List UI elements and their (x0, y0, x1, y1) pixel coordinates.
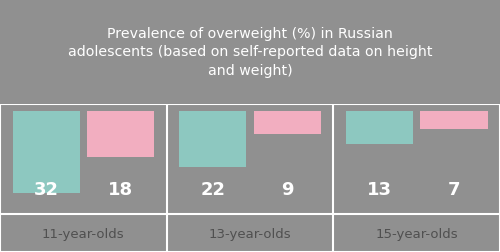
Bar (420, 111, 488, 129)
Text: 13-year-olds: 13-year-olds (208, 227, 292, 240)
Text: 32: 32 (34, 180, 58, 198)
Text: 15-year-olds: 15-year-olds (376, 227, 458, 240)
Bar (87, 111, 154, 157)
Text: 9: 9 (281, 180, 293, 198)
Text: Prevalence of overweight (%) in Russian
adolescents (based on self-reported data: Prevalence of overweight (%) in Russian … (68, 27, 432, 78)
Text: 18: 18 (108, 180, 133, 198)
Text: 13: 13 (367, 180, 392, 198)
Bar (254, 111, 321, 134)
Text: 22: 22 (200, 180, 225, 198)
Bar (12, 111, 80, 193)
Bar (179, 111, 246, 167)
Text: 7: 7 (448, 180, 460, 198)
Bar (346, 111, 413, 144)
Text: 11-year-olds: 11-year-olds (42, 227, 124, 240)
